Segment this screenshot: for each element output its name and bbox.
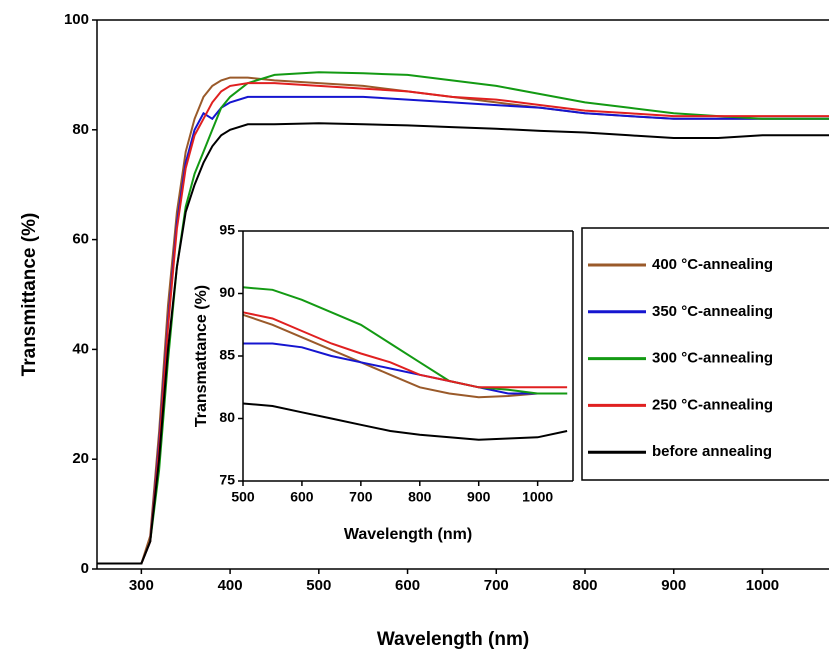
series-line (242, 286, 568, 395)
x-tick-label: 800 (408, 489, 432, 505)
y-tick-label: 60 (72, 231, 89, 248)
y-tick-label: 0 (81, 560, 89, 577)
legend-label: 350 °C-annealing (652, 303, 773, 320)
x-tick-label: 900 (661, 577, 686, 594)
legend-label: 300 °C-annealing (652, 350, 773, 367)
y-tick-label: 80 (72, 121, 89, 138)
x-tick-label: 500 (306, 577, 331, 594)
x-tick-label: 1000 (746, 577, 779, 594)
y-tick-label: 20 (72, 450, 89, 467)
y-tick-label: 90 (219, 284, 235, 300)
series-line (242, 402, 568, 441)
y-axis-title: Transmittance (%) (19, 213, 40, 377)
x-axis-title: Wavelength (nm) (377, 629, 529, 650)
series-line (97, 122, 829, 565)
y-tick-label: 95 (219, 222, 235, 238)
y-tick-label: 100 (64, 11, 89, 28)
x-tick-label: 700 (349, 489, 373, 505)
y-tick-label: 75 (219, 472, 235, 488)
y-tick-label: 40 (72, 340, 89, 357)
inset-background (243, 231, 573, 481)
legend-label: 250 °C-annealing (652, 396, 773, 413)
x-tick-label: 1000 (522, 489, 553, 505)
x-tick-label: 300 (129, 577, 154, 594)
x-tick-label: 700 (484, 577, 509, 594)
x-tick-label: 900 (467, 489, 491, 505)
series-line (243, 342, 568, 395)
legend-box (581, 227, 829, 481)
x-tick-label: 400 (218, 577, 243, 594)
x-tick-label: 500 (231, 489, 255, 505)
y-tick-label: 80 (219, 409, 235, 425)
x-axis-title: Wavelength (nm) (344, 526, 472, 543)
x-tick-label: 600 (395, 577, 420, 594)
x-tick-label: 600 (290, 489, 314, 505)
y-tick-label: 85 (219, 347, 235, 363)
series-line (242, 311, 568, 389)
x-tick-label: 800 (572, 577, 597, 594)
legend-label: before annealing (652, 443, 772, 460)
series-line (97, 82, 829, 565)
y-axis-title: Transmattance (%) (193, 285, 210, 427)
series-line (242, 313, 568, 399)
legend-label: 400 °C-annealing (652, 256, 773, 273)
